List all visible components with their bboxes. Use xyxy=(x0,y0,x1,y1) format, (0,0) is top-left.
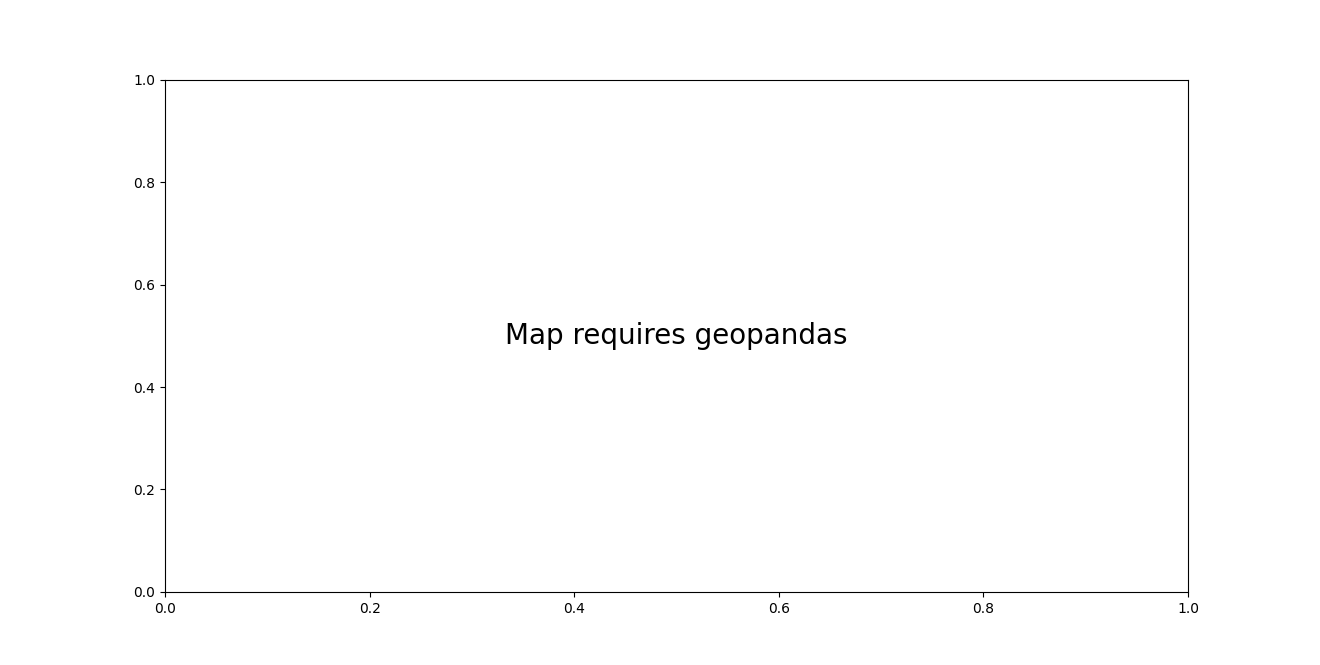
Text: Map requires geopandas: Map requires geopandas xyxy=(506,322,847,350)
